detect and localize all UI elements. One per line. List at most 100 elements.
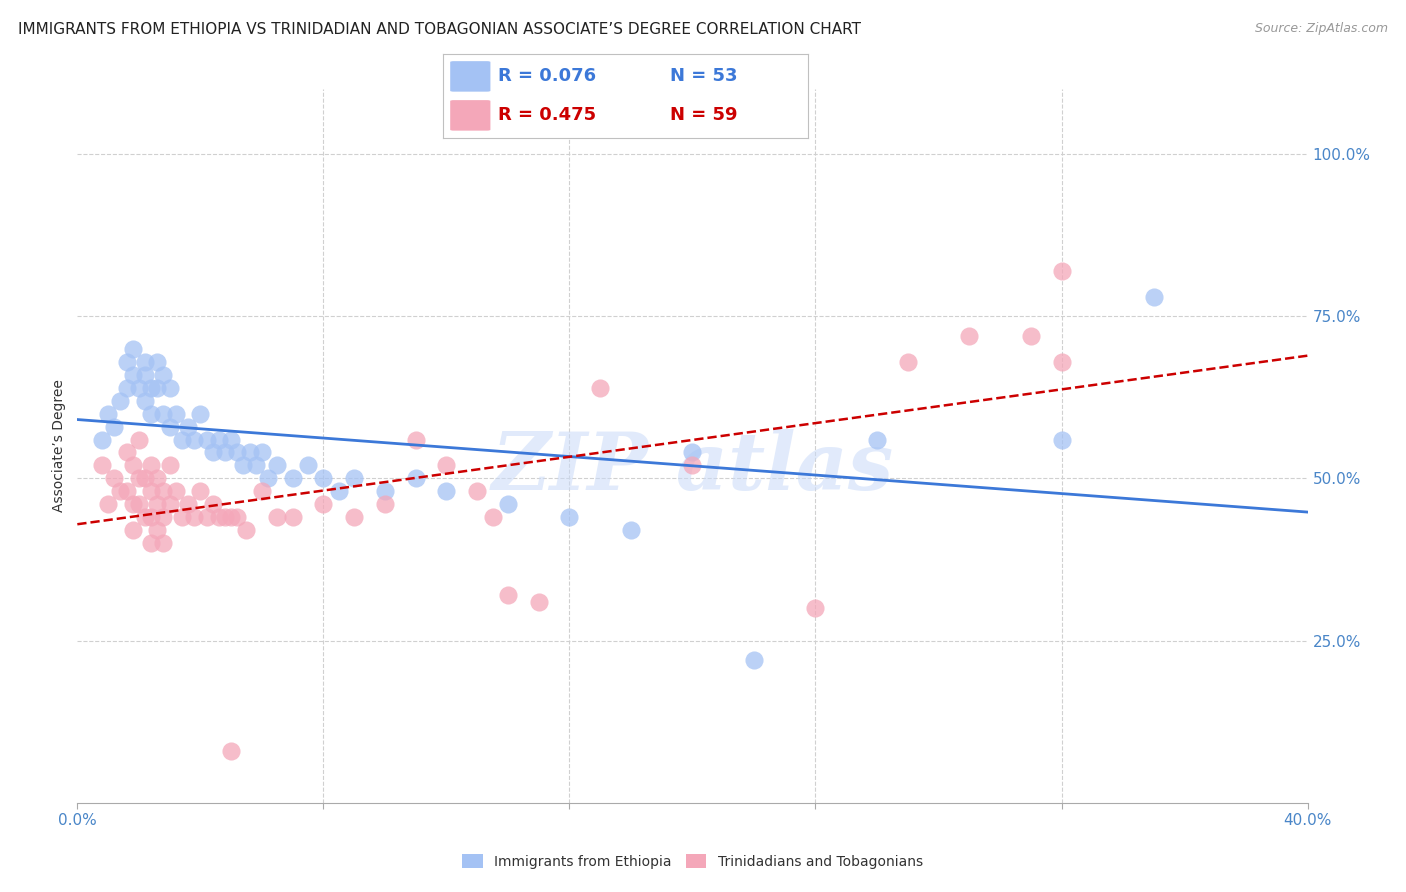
- Point: [165, 484, 187, 499]
- Point: [115, 484, 138, 499]
- Point: [121, 497, 143, 511]
- Point: [558, 510, 581, 524]
- Point: [245, 458, 267, 473]
- Point: [1050, 433, 1073, 447]
- Point: [170, 433, 193, 447]
- Point: [134, 354, 156, 368]
- Point: [177, 419, 200, 434]
- Point: [214, 510, 236, 524]
- Point: [115, 445, 138, 459]
- Legend: Immigrants from Ethiopia, Trinidadians and Tobagonians: Immigrants from Ethiopia, Trinidadians a…: [457, 848, 928, 874]
- Point: [266, 510, 288, 524]
- Point: [141, 407, 163, 421]
- Point: [121, 524, 143, 538]
- Point: [141, 458, 163, 473]
- Point: [97, 497, 120, 511]
- Point: [110, 393, 132, 408]
- Point: [374, 497, 396, 511]
- Point: [1143, 290, 1166, 304]
- Point: [496, 497, 519, 511]
- Point: [141, 536, 163, 550]
- Point: [141, 381, 163, 395]
- Text: IMMIGRANTS FROM ETHIOPIA VS TRINIDADIAN AND TOBAGONIAN ASSOCIATE’S DEGREE CORREL: IMMIGRANTS FROM ETHIOPIA VS TRINIDADIAN …: [18, 22, 862, 37]
- Point: [496, 588, 519, 602]
- FancyBboxPatch shape: [450, 100, 491, 130]
- Point: [128, 471, 150, 485]
- Point: [1050, 354, 1073, 368]
- Point: [195, 433, 218, 447]
- Point: [128, 497, 150, 511]
- Point: [343, 471, 366, 485]
- Point: [115, 381, 138, 395]
- Point: [235, 524, 257, 538]
- Point: [201, 497, 224, 511]
- Point: [405, 433, 427, 447]
- Point: [312, 497, 335, 511]
- Point: [866, 433, 889, 447]
- Point: [620, 524, 643, 538]
- Point: [159, 458, 181, 473]
- Point: [957, 328, 980, 343]
- Point: [297, 458, 319, 473]
- Point: [1019, 328, 1042, 343]
- Point: [232, 458, 254, 473]
- Text: N = 59: N = 59: [669, 106, 737, 124]
- Point: [103, 471, 125, 485]
- Point: [115, 354, 138, 368]
- Text: R = 0.076: R = 0.076: [498, 68, 596, 86]
- Point: [159, 419, 181, 434]
- Point: [804, 601, 827, 615]
- Point: [328, 484, 350, 499]
- Point: [465, 484, 488, 499]
- Point: [312, 471, 335, 485]
- Point: [152, 510, 174, 524]
- Point: [266, 458, 288, 473]
- Point: [281, 471, 304, 485]
- Point: [188, 484, 212, 499]
- FancyBboxPatch shape: [450, 62, 491, 92]
- Point: [527, 595, 550, 609]
- Point: [226, 510, 249, 524]
- Point: [152, 536, 174, 550]
- Point: [405, 471, 427, 485]
- Point: [146, 381, 169, 395]
- Point: [436, 484, 458, 499]
- Point: [214, 445, 236, 459]
- Point: [201, 445, 224, 459]
- Point: [141, 484, 163, 499]
- Point: [103, 419, 125, 434]
- Text: Source: ZipAtlas.com: Source: ZipAtlas.com: [1254, 22, 1388, 36]
- Point: [742, 653, 765, 667]
- Text: N = 53: N = 53: [669, 68, 737, 86]
- Y-axis label: Associate’s Degree: Associate’s Degree: [52, 380, 66, 512]
- Point: [146, 354, 169, 368]
- Point: [152, 407, 174, 421]
- Point: [165, 407, 187, 421]
- Point: [208, 510, 231, 524]
- Point: [682, 445, 704, 459]
- Point: [481, 510, 503, 524]
- Point: [134, 393, 156, 408]
- Point: [1050, 264, 1073, 278]
- Point: [121, 342, 143, 356]
- Point: [281, 510, 304, 524]
- Point: [250, 445, 273, 459]
- Point: [110, 484, 132, 499]
- Point: [226, 445, 249, 459]
- Point: [239, 445, 262, 459]
- Point: [183, 433, 205, 447]
- Point: [219, 433, 242, 447]
- Point: [195, 510, 218, 524]
- Point: [146, 471, 169, 485]
- Point: [134, 471, 156, 485]
- Point: [159, 381, 181, 395]
- Point: [183, 510, 205, 524]
- Point: [374, 484, 396, 499]
- Point: [121, 458, 143, 473]
- Point: [90, 433, 114, 447]
- Point: [682, 458, 704, 473]
- Point: [343, 510, 366, 524]
- Point: [208, 433, 231, 447]
- Point: [121, 368, 143, 382]
- Point: [152, 368, 174, 382]
